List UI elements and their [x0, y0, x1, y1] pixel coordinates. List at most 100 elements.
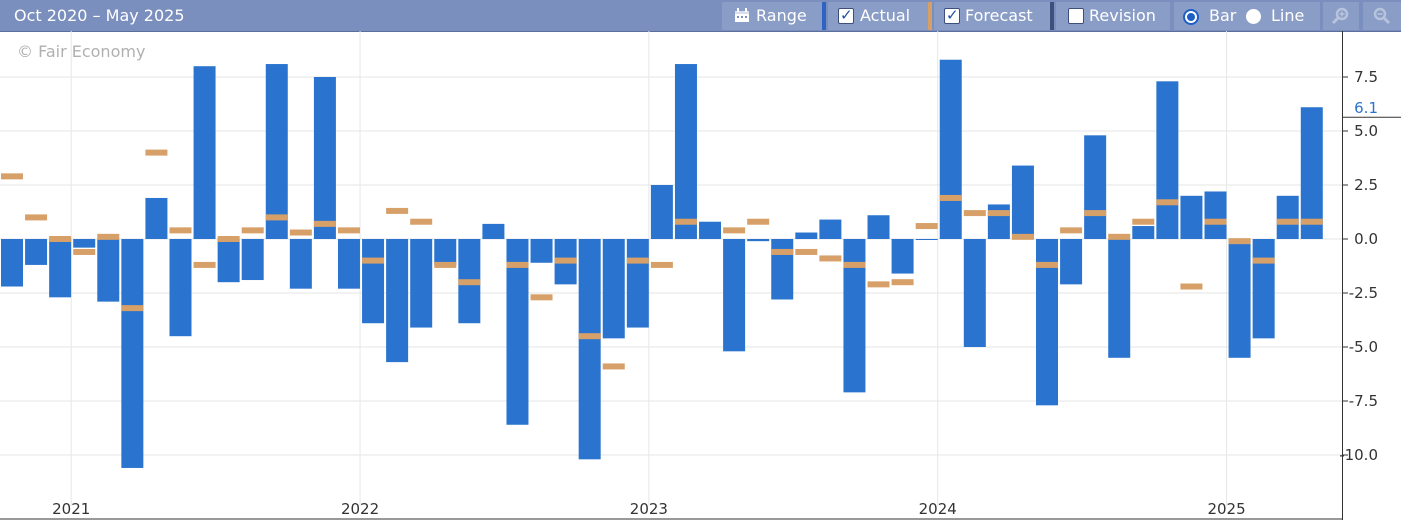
forecast-marker [578, 333, 601, 340]
y-tick-label: 5.0 [1354, 122, 1378, 140]
date-range-title: Oct 2020 – May 2025 [14, 6, 185, 25]
forecast-marker [963, 210, 986, 217]
axes: 7.5 5.0 2.5 0.0 -2.5 -5.0 -7.5 -10.0 2021 2022 202… [0, 31, 1401, 520]
actual-bar [650, 185, 673, 239]
forecast-marker [145, 149, 168, 156]
forecast-marker [1036, 261, 1059, 268]
actual-bar [891, 239, 914, 274]
forecast-checkbox[interactable]: ✓ [944, 6, 960, 24]
actual-bar [747, 239, 770, 242]
x-tick-label: 2024 [919, 500, 957, 518]
actual-bar [1252, 239, 1275, 339]
forecast-series [1, 149, 1323, 370]
actual-bar [145, 197, 168, 239]
actual-bar [97, 239, 120, 302]
range-button[interactable]: Range [722, 2, 822, 30]
actual-bar [410, 239, 433, 328]
actual-toggle[interactable]: ✓ Actual [828, 2, 928, 30]
revision-checkbox[interactable] [1068, 8, 1084, 24]
forecast-marker [843, 261, 866, 268]
actual-checkbox[interactable]: ✓ [838, 6, 854, 24]
x-tick-label: 2022 [341, 500, 379, 518]
forecast-marker [458, 279, 481, 286]
forecast-marker [193, 261, 216, 268]
forecast-color-swatch [928, 2, 932, 30]
revision-toggle[interactable]: Revision [1056, 2, 1170, 30]
forecast-marker [867, 281, 890, 288]
actual-bar [843, 239, 866, 393]
forecast-marker [1204, 218, 1227, 225]
actual-bar [626, 239, 649, 328]
forecast-marker [97, 233, 120, 240]
forecast-marker [987, 210, 1010, 217]
forecast-marker [313, 220, 336, 227]
bar-radio-label: Bar [1209, 6, 1237, 25]
y-tick-label: 2.5 [1354, 176, 1378, 194]
actual-bar [1036, 239, 1059, 406]
y-tick-label: 0.0 [1354, 230, 1378, 248]
actual-bar [1180, 195, 1203, 239]
actual-bar [1, 239, 23, 287]
actual-bar [915, 239, 938, 240]
actual-bar [987, 204, 1010, 239]
actual-bar [530, 239, 553, 263]
y-tick-label: 7.5 [1354, 68, 1378, 86]
forecast-marker [1, 173, 23, 180]
forecast-toggle[interactable]: ✓ Forecast [934, 2, 1050, 30]
bar-radio[interactable] [1183, 9, 1199, 25]
actual-bar [771, 239, 794, 300]
actual-bar [362, 239, 385, 324]
y-tick-label: -7.5 [1349, 392, 1378, 410]
actual-bar [939, 59, 962, 239]
forecast-marker [1180, 283, 1203, 290]
actual-bar [289, 239, 312, 289]
forecast-marker [674, 218, 697, 225]
actual-bar [867, 215, 890, 239]
actual-bar [121, 239, 144, 468]
actual-bar [578, 239, 601, 460]
bar-chart: 7.5 5.0 2.5 0.0 -2.5 -5.0 -7.5 -10.0 2021 2022 202… [0, 31, 1401, 520]
calendar-icon [735, 8, 749, 22]
actual-bar [795, 232, 818, 239]
revision-color-swatch [1050, 2, 1054, 30]
line-radio[interactable] [1245, 8, 1262, 25]
forecast-marker [289, 229, 312, 236]
actual-bar [49, 239, 72, 298]
actual-bar [434, 239, 457, 265]
forecast-marker [939, 194, 962, 201]
actual-bar [1011, 165, 1034, 239]
watermark: © Fair Economy [17, 42, 145, 61]
forecast-marker [554, 257, 577, 264]
actual-bar [602, 239, 625, 339]
forecast-marker [362, 257, 385, 264]
zoom-out-icon [1373, 7, 1391, 25]
zoom-out-button[interactable] [1363, 2, 1401, 30]
actual-bar [1084, 135, 1107, 239]
forecast-marker [410, 218, 433, 225]
actual-toggle-label: Actual [860, 6, 911, 25]
actual-bar [1060, 239, 1083, 285]
forecast-marker [1276, 218, 1299, 225]
forecast-toggle-label: Forecast [965, 6, 1033, 25]
actual-bar [482, 223, 505, 239]
line-radio-label: Line [1271, 6, 1305, 25]
actual-bar [963, 239, 986, 347]
forecast-marker [49, 236, 72, 242]
zoom-in-button[interactable] [1323, 2, 1359, 30]
forecast-marker [1156, 199, 1179, 206]
actual-bar [506, 239, 529, 425]
forecast-marker [891, 279, 914, 286]
range-button-label: Range [756, 6, 807, 25]
actual-bar [723, 239, 746, 352]
actual-bar [337, 239, 360, 289]
actual-bar [169, 239, 192, 337]
actual-bar [674, 64, 697, 239]
y-tick-label: -10.0 [1339, 446, 1378, 464]
forecast-marker [121, 305, 144, 312]
actual-bar [241, 239, 264, 281]
actual-bar [1276, 195, 1299, 239]
x-tick-label: 2025 [1207, 500, 1245, 518]
forecast-marker [747, 218, 770, 225]
actual-bar [217, 239, 240, 283]
